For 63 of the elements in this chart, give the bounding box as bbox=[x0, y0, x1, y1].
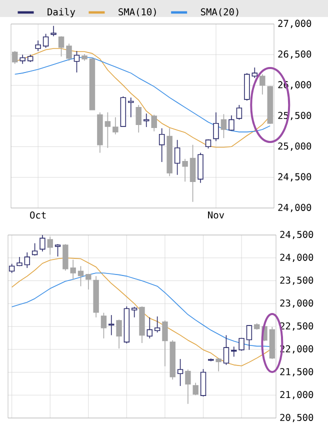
candlestick bbox=[78, 266, 84, 287]
y-tick-label: 24,500 bbox=[280, 230, 314, 240]
candlestick bbox=[108, 314, 114, 336]
candlestick bbox=[42, 33, 49, 48]
candlestick bbox=[40, 234, 46, 252]
candlestick bbox=[174, 140, 180, 176]
y-tick-label: 21,000 bbox=[280, 390, 314, 400]
candlestick bbox=[50, 25, 56, 37]
candlestick bbox=[131, 306, 138, 318]
legend-label: SMA(20) bbox=[200, 8, 238, 17]
candlestick bbox=[24, 252, 30, 268]
legend-label: SMA(10) bbox=[118, 8, 156, 17]
candlestick bbox=[190, 144, 196, 202]
candlestick bbox=[32, 242, 38, 256]
candlestick bbox=[112, 116, 118, 135]
candlestick bbox=[162, 320, 168, 367]
y-tick-label: 21,500 bbox=[280, 368, 314, 376]
candlestick bbox=[146, 316, 153, 339]
candlestick bbox=[192, 382, 198, 396]
candlestick bbox=[200, 368, 206, 397]
candlestick bbox=[100, 312, 107, 339]
candlestick bbox=[158, 128, 165, 162]
y-tick-label: 23,000 bbox=[280, 299, 314, 308]
candlestick bbox=[213, 112, 219, 142]
y-tick-label: 26,500 bbox=[278, 50, 312, 59]
legend-label: Daily bbox=[48, 8, 76, 18]
y-tick-label: 27,000 bbox=[278, 20, 312, 28]
candlestick bbox=[182, 158, 188, 182]
candlestick bbox=[154, 316, 160, 333]
candlestick bbox=[177, 358, 184, 386]
candlestick bbox=[116, 319, 122, 349]
y-tick-label: 25,000 bbox=[278, 142, 312, 151]
candlestick bbox=[8, 263, 15, 274]
candlestick bbox=[228, 114, 234, 132]
y-tick-label: 24,000 bbox=[278, 204, 312, 212]
candlestick bbox=[74, 50, 80, 73]
candlestick bbox=[185, 369, 191, 404]
candlestick bbox=[54, 244, 61, 257]
candlestick bbox=[223, 334, 230, 366]
y-tick-label: 23,500 bbox=[280, 276, 314, 285]
candlestick bbox=[128, 97, 134, 118]
candlestick bbox=[216, 358, 222, 372]
x-tick-label: Nov bbox=[208, 212, 224, 219]
candlestick bbox=[136, 104, 142, 133]
candlestick bbox=[66, 43, 72, 62]
candlestick bbox=[252, 67, 258, 78]
candlestick bbox=[143, 113, 150, 128]
candlestick bbox=[151, 114, 157, 132]
candlestick bbox=[220, 114, 227, 138]
candlestick bbox=[231, 346, 237, 358]
candlestick bbox=[260, 74, 266, 95]
y-tick-label: 24,000 bbox=[280, 254, 314, 262]
candlestick bbox=[35, 40, 41, 52]
candlestick bbox=[86, 273, 92, 290]
candlestick bbox=[238, 338, 244, 352]
candlestick bbox=[20, 54, 26, 64]
candlestick bbox=[104, 112, 111, 148]
y-tick-label: 24,500 bbox=[278, 173, 312, 182]
y-tick-label: 20,500 bbox=[280, 414, 314, 422]
candlestick bbox=[58, 36, 64, 57]
candlestick bbox=[246, 324, 252, 350]
candlestick bbox=[236, 104, 242, 120]
x-tick-label: Oct bbox=[30, 212, 46, 219]
